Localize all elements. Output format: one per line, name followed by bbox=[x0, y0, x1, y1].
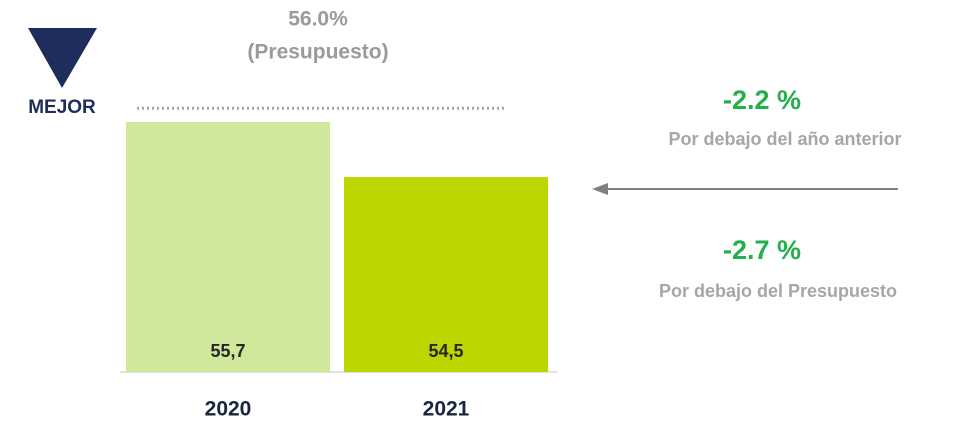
indicator-triangle bbox=[28, 28, 97, 88]
value-label: 54,5 bbox=[428, 341, 463, 361]
annotation-value: -2.2 % bbox=[723, 85, 801, 115]
annotation-value: -2.7 % bbox=[723, 235, 801, 265]
x-tick-label: 2020 bbox=[205, 398, 252, 421]
indicator-label: MEJOR bbox=[28, 97, 96, 118]
bar bbox=[126, 122, 330, 372]
reference-label: 56.0% bbox=[288, 8, 348, 31]
annotation-text: Por debajo del Presupuesto bbox=[659, 281, 897, 301]
bar bbox=[344, 177, 548, 372]
annotation-text: Por debajo del año anterior bbox=[668, 129, 901, 149]
x-tick-label: 2021 bbox=[423, 398, 470, 421]
reference-note: (Presupuesto) bbox=[247, 41, 388, 64]
arrow-head bbox=[592, 183, 608, 195]
value-label: 55,7 bbox=[210, 341, 245, 361]
